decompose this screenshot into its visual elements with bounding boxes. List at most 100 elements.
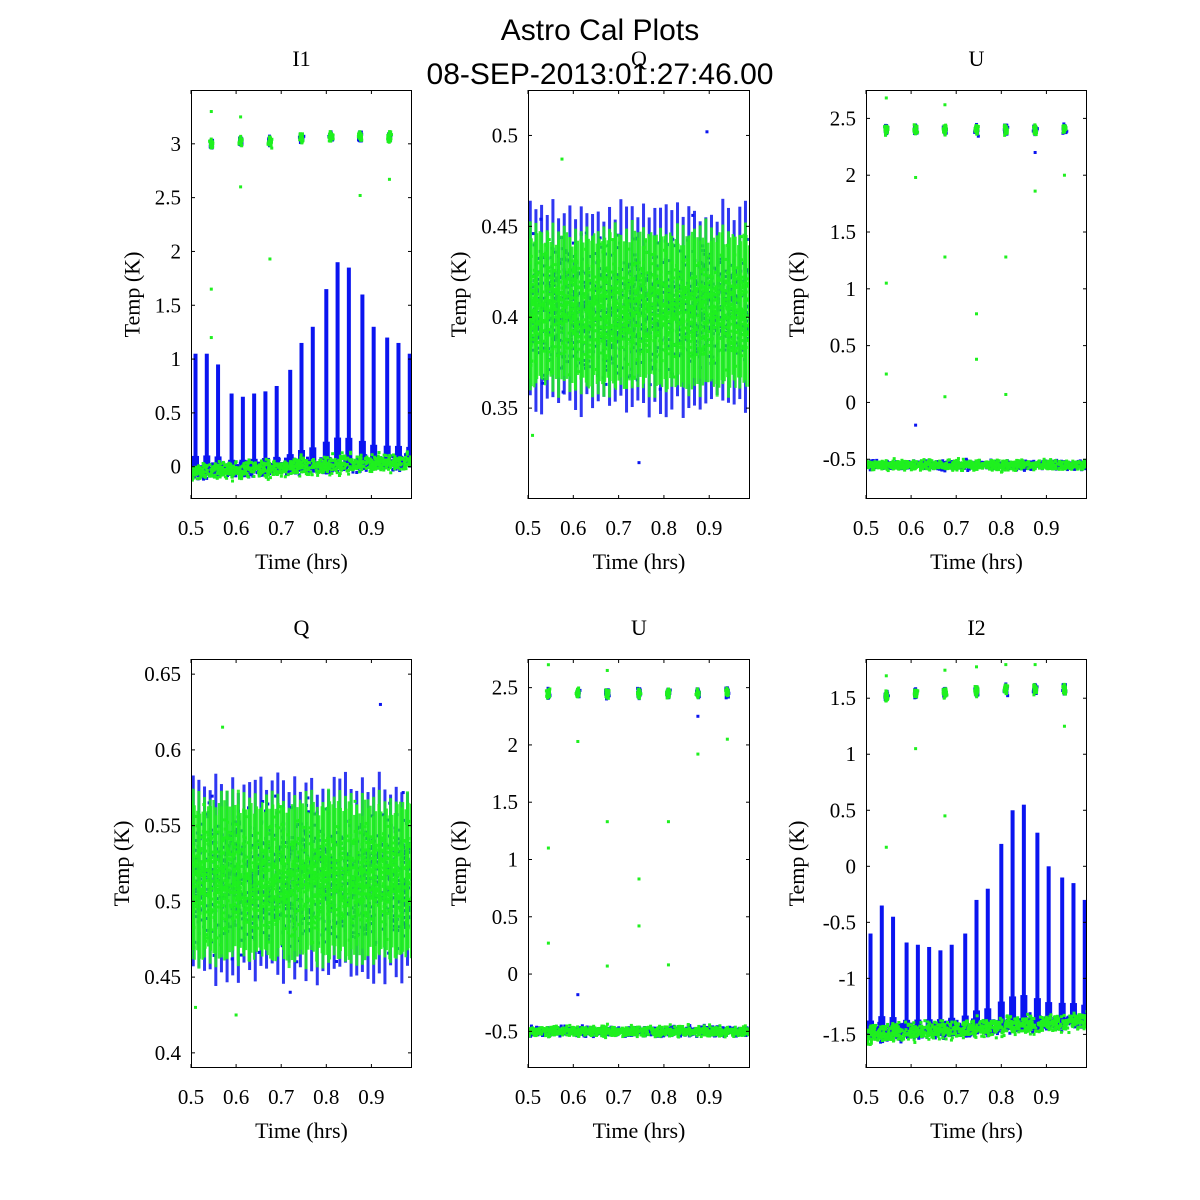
data-point [270,137,274,141]
data-point [303,467,307,471]
data-point [284,470,288,474]
data-point [588,281,592,285]
data-point [672,309,676,313]
data-point [303,461,307,465]
data-point [310,473,314,477]
data-point [326,456,330,460]
data-point [205,468,209,472]
data-point [746,327,750,331]
data-point [239,137,243,141]
spike [274,385,279,468]
data-point [268,139,272,143]
data-point [382,453,386,457]
data-point [288,469,292,473]
data-point [331,452,335,456]
data-point [547,368,551,372]
data-point [299,453,303,457]
spike [335,262,340,465]
data-point [301,463,305,467]
data-point [349,450,353,454]
data-point [604,332,608,336]
data-point [536,256,540,260]
data-point [196,469,200,473]
data-point [325,468,329,472]
data-point [318,463,322,467]
data-point [708,254,712,258]
data-point [305,456,309,460]
data-point [297,459,301,463]
data-point [268,142,272,146]
spike-base [192,455,200,472]
data-point [300,460,304,464]
data-point [333,457,337,461]
data-point [257,461,261,465]
data-point [359,456,363,460]
data-point [377,466,381,470]
figure-title: Astro Cal Plots [501,14,699,47]
data-point [345,467,349,471]
data-point [205,464,209,468]
data-point [239,115,243,119]
data-point [572,294,576,298]
data-point [265,469,269,473]
data-point [304,459,308,463]
data-point [588,343,592,347]
data-point [405,457,409,461]
data-point [319,466,323,470]
data-point [667,352,671,356]
data-point [252,470,256,474]
data-point [558,261,562,265]
data-point [227,462,231,466]
data-point [320,470,324,474]
data-point [391,467,395,471]
data-point [300,466,304,470]
x-tick-label: 0.9 [358,516,384,540]
data-point [308,466,312,470]
data-point [242,462,246,466]
data-point [207,474,211,478]
data-point [536,335,540,339]
data-point [327,139,331,143]
data-point [316,467,320,471]
data-point [268,257,272,261]
data-point [266,461,270,465]
data-point [264,475,268,479]
data-point [239,465,243,469]
data-point [325,470,329,474]
data-point [724,297,728,301]
data-point [292,461,296,465]
data-point [404,462,408,466]
data-point [303,464,307,468]
data-point [303,469,307,473]
data-point [314,465,318,469]
data-point [381,457,385,461]
axes-frame [191,90,412,499]
data-point [266,473,270,477]
data-point [294,465,298,469]
data-point [404,453,408,457]
data-point [216,469,220,473]
data-point [306,467,310,471]
data-point [258,468,262,472]
data-point [391,461,395,465]
data-point [362,467,366,471]
data-point [271,472,275,476]
data-point [388,139,392,143]
data-point [272,469,276,473]
data-point [328,459,332,463]
data-point [368,460,372,464]
data-point [239,469,243,473]
data-point [267,463,271,467]
data-point [389,130,393,134]
data-point [729,329,733,333]
data-point [196,464,200,468]
data-point [234,474,238,478]
data-point [547,331,551,335]
data-point [691,213,695,217]
spike [346,267,351,465]
data-point [309,470,313,474]
data-point [387,461,391,465]
data-point [409,455,412,459]
data-point [321,462,325,466]
data-point [358,136,362,140]
